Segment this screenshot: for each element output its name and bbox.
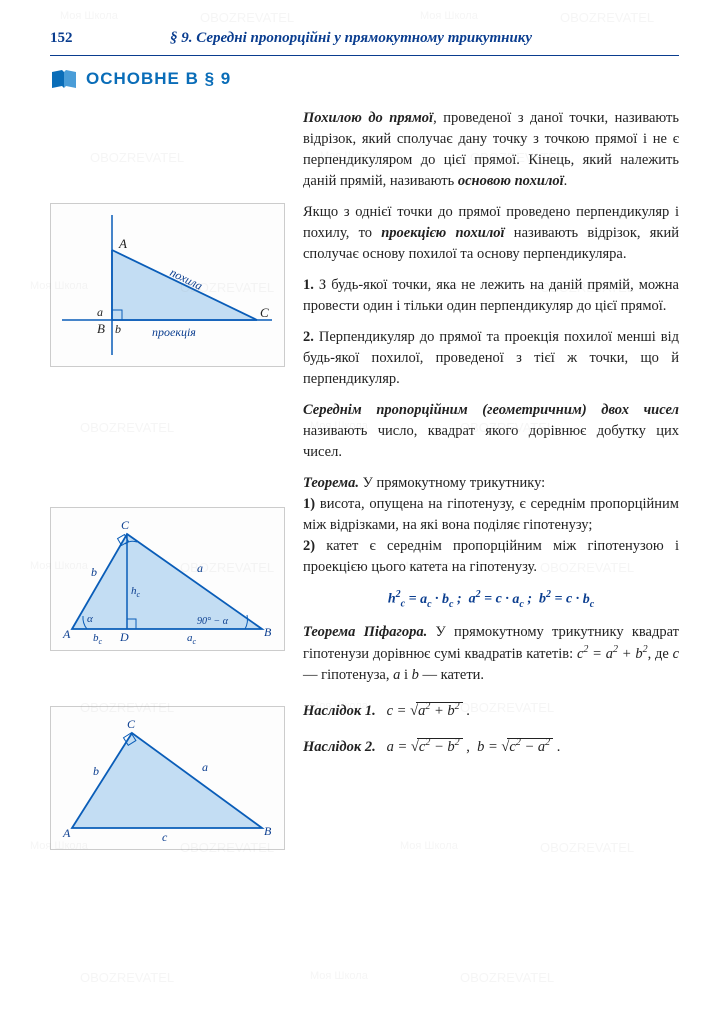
watermark: OBOZREVATEL (460, 970, 554, 985)
svg-text:90° − α: 90° − α (197, 616, 229, 627)
page-header: 152 § 9. Середні пропорційні у прямокутн… (50, 30, 679, 47)
section-label: ОСНОВНЕ В § 9 (50, 68, 679, 90)
svg-text:C: C (121, 518, 130, 532)
watermark: Моя Школа (420, 10, 478, 22)
label-C: C (260, 305, 269, 320)
label-a: a (97, 305, 103, 319)
para-pythagoras: Теорема Піфагора. У прямокутному трикутн… (303, 622, 679, 686)
label-A: A (118, 236, 127, 251)
watermark: OBOZREVATEL (200, 10, 294, 25)
page-number: 152 (50, 30, 90, 47)
book-icon (50, 68, 78, 90)
para-theorem: Теорема. У прямокутному трикутнику: 1) в… (303, 473, 679, 578)
watermark: OBOZREVATEL (560, 10, 654, 25)
figures-column: A B C a b похила проекція (50, 108, 285, 870)
svg-text:α: α (87, 613, 93, 625)
section-title: ОСНОВНЕ В § 9 (86, 69, 231, 89)
para-def-mean-proportional: Середнім пропорційним (геометричним) дво… (303, 400, 679, 463)
watermark: Моя Школа (310, 970, 368, 982)
svg-text:a: a (202, 760, 208, 774)
text-column: Похилою до прямої, проведеної з даної то… (303, 108, 679, 870)
para-prop-1: 1. З будь-якої точки, яка не лежить на д… (303, 275, 679, 317)
watermark: OBOZREVATEL (80, 970, 174, 985)
para-def-projection: Якщо з однієї точки до прямої проведено … (303, 202, 679, 265)
watermark: Моя Школа (60, 10, 118, 22)
corollary-1: Наслідок 1. c = a2 + b2 . (303, 700, 679, 722)
para-def-slant: Похилою до прямої, проведеної з даної то… (303, 108, 679, 192)
svg-text:C: C (127, 717, 136, 731)
formula-mean-proportional: h2c = ac · bc ; a2 = c · ac ; b2 = c · b… (303, 588, 679, 612)
content-columns: A B C a b похила проекція (50, 108, 679, 870)
svg-text:a: a (197, 561, 203, 575)
svg-text:A: A (62, 826, 71, 840)
svg-text:B: B (264, 625, 272, 639)
para-prop-2: 2. Перпендикуляр до прямої та проекція п… (303, 327, 679, 390)
figure-right-triangle-altitude: A B C D b a hc bc ac α 90° − α (50, 507, 285, 651)
figure-right-triangle-plain: A B C b a c (50, 706, 285, 850)
label-proekcia: проекція (152, 325, 196, 339)
svg-text:c: c (162, 830, 168, 843)
svg-text:b: b (93, 764, 99, 778)
label-B: B (97, 321, 105, 336)
svg-text:bc: bc (93, 632, 103, 644)
chapter-title: § 9. Середні пропорційні у прямокутному … (90, 30, 679, 47)
svg-text:B: B (264, 824, 272, 838)
textbook-page: Моя Школа OBOZREVATEL Моя Школа OBOZREVA… (0, 0, 719, 1024)
header-rule (50, 55, 679, 56)
label-b: b (115, 322, 121, 336)
corollary-2: Наслідок 2. a = c2 − b2 , b = c2 − a2 . (303, 736, 679, 758)
svg-text:ac: ac (187, 632, 197, 644)
svg-text:A: A (62, 627, 71, 641)
figure-slant-projection: A B C a b похила проекція (50, 203, 285, 367)
svg-text:b: b (91, 565, 97, 579)
svg-text:D: D (119, 630, 129, 644)
